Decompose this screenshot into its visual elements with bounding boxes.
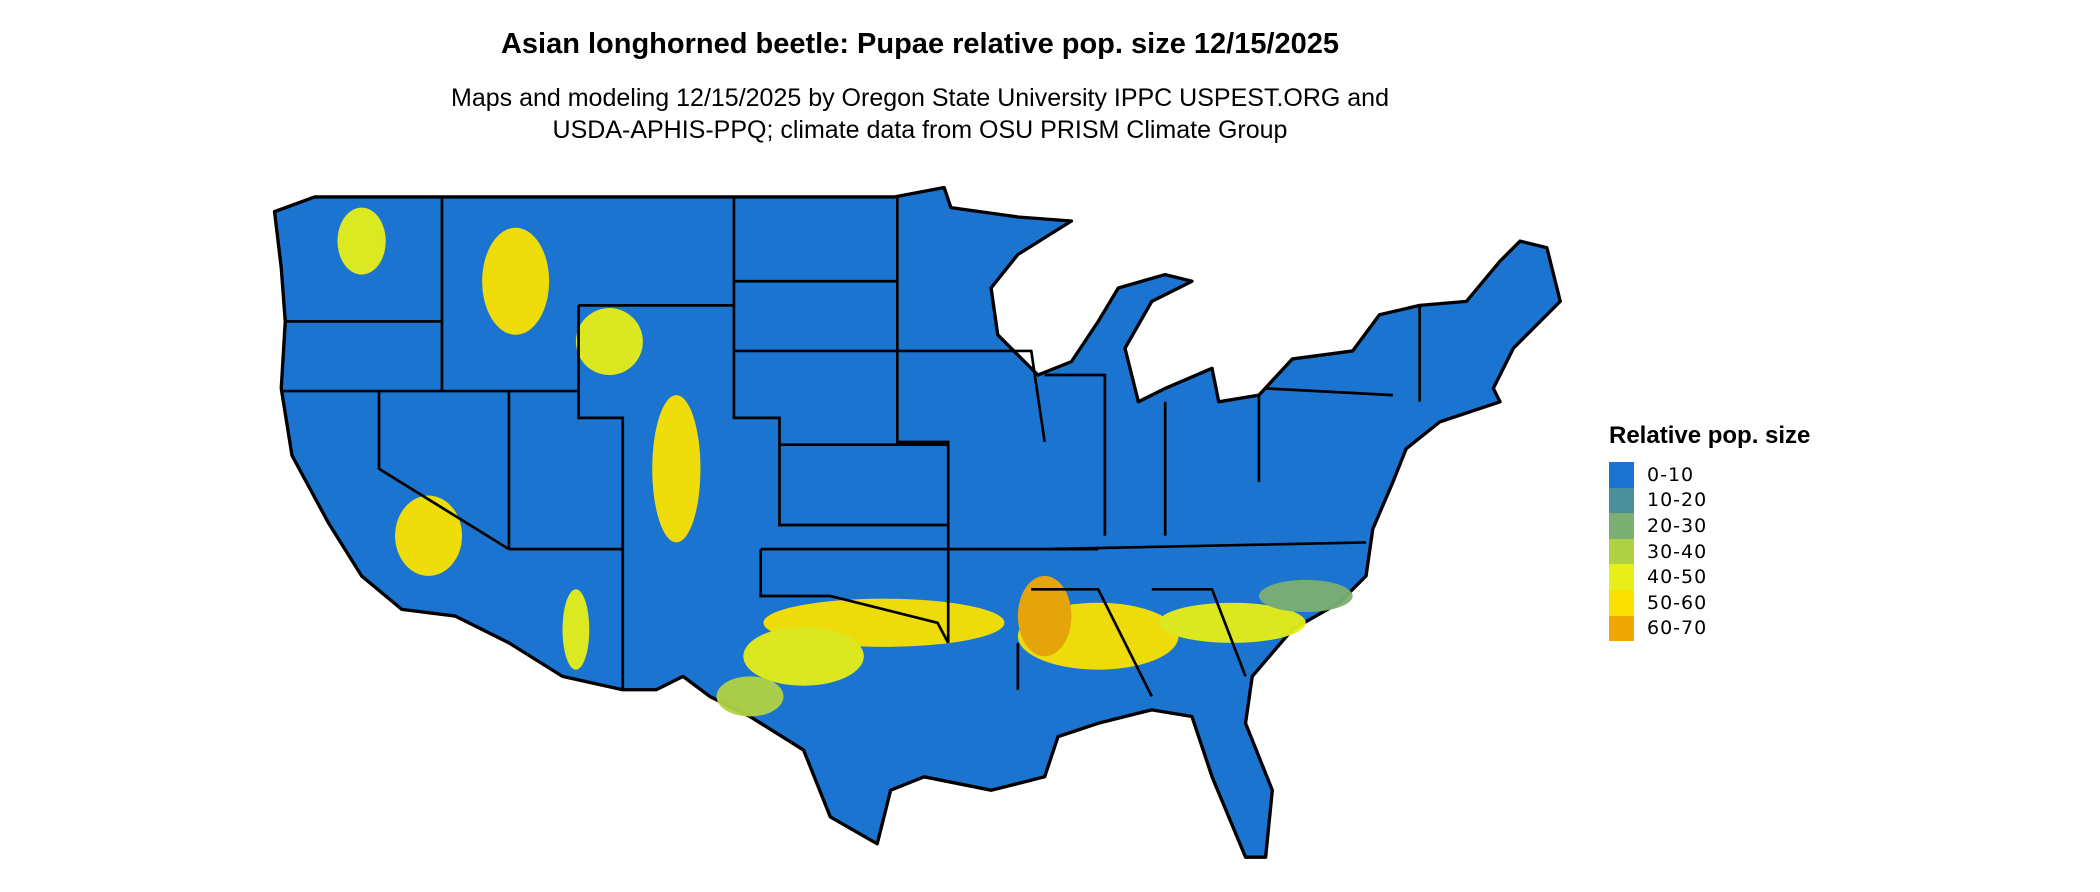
legend-item: 40-50 xyxy=(1609,564,1810,590)
legend-label: 20-30 xyxy=(1647,514,1708,537)
state-borders xyxy=(281,196,1421,698)
legend-item: 0-10 xyxy=(1609,462,1810,488)
legend-swatch xyxy=(1609,538,1634,565)
legend: Relative pop. size 0-10 10-20 20-30 30-40 40… xyxy=(1609,422,1811,642)
subtitle-line-1: Maps and modeling 12/15/2025 by Oregon S… xyxy=(451,84,1389,112)
legend-item: 10-20 xyxy=(1609,487,1810,514)
legend-swatch xyxy=(1609,513,1634,539)
legend-swatch xyxy=(1609,564,1634,590)
legend-item: 30-40 xyxy=(1609,538,1810,565)
legend-item: 60-70 xyxy=(1609,615,1810,642)
map-title: Asian longhorned beetle: Pupae relative … xyxy=(500,28,1340,60)
legend-label: 60-70 xyxy=(1647,617,1708,640)
legend-swatch xyxy=(1609,615,1634,642)
legend-label: 0-10 xyxy=(1647,463,1695,486)
legend-label: 10-20 xyxy=(1647,489,1708,512)
legend-swatch xyxy=(1609,462,1634,488)
legend-item: 50-60 xyxy=(1609,589,1810,616)
legend-swatch xyxy=(1609,589,1634,616)
legend-label: 30-40 xyxy=(1647,540,1708,563)
legend-label: 40-50 xyxy=(1647,566,1708,589)
legend-title: Relative pop. size xyxy=(1609,422,1811,449)
subtitle-line-2: USDA-APHIS-PPQ; climate data from OSU PR… xyxy=(552,116,1288,144)
legend-label: 50-60 xyxy=(1647,591,1708,614)
legend-swatch xyxy=(1609,487,1634,514)
legend-item: 20-30 xyxy=(1609,513,1810,539)
